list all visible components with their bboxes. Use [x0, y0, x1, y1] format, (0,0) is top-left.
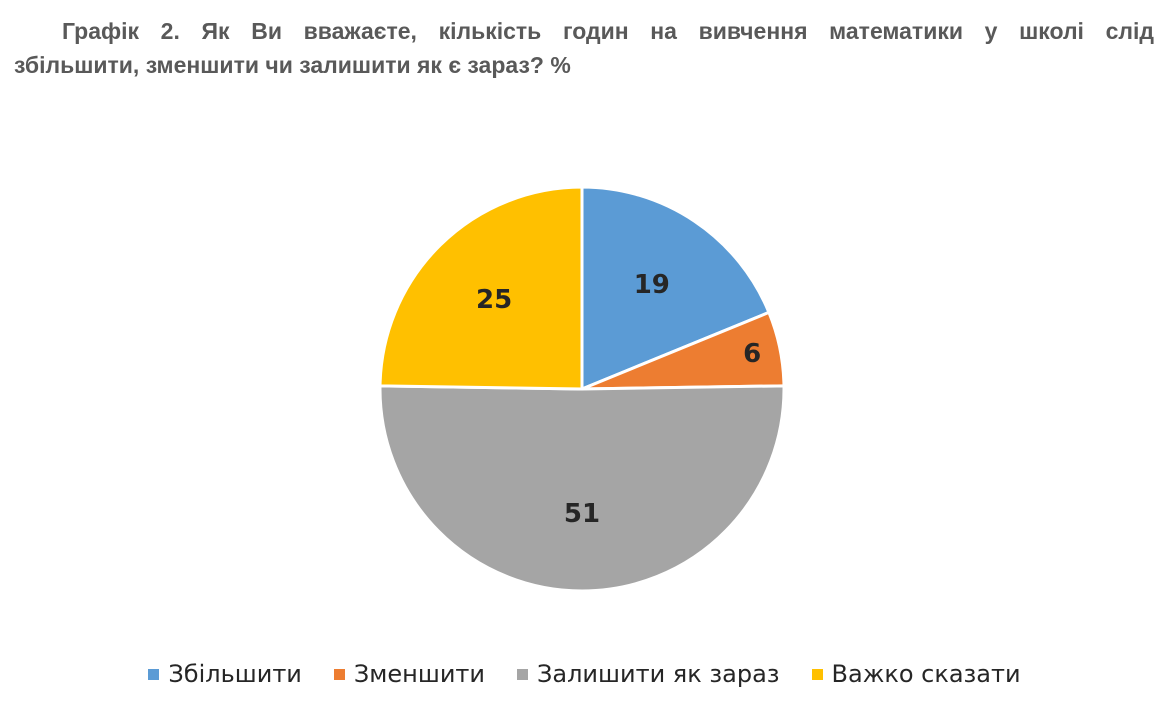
pie-chart: 19 6 51 25 — [378, 185, 786, 593]
legend-item-keep: Залишити як зараз — [517, 660, 780, 688]
legend-swatch-hard-to-say — [811, 668, 823, 680]
legend-item-increase: Збільшити — [148, 660, 302, 688]
chart-title: Графік 2. Як Ви вважаєте, кількість годи… — [14, 14, 1154, 82]
legend-swatch-increase — [148, 668, 160, 680]
pie-slices — [378, 185, 786, 593]
data-label-hard-to-say: 25 — [476, 285, 512, 315]
chart-title-line-2: збільшити, зменшити чи залишити як є зар… — [14, 52, 571, 78]
data-label-increase: 19 — [634, 270, 670, 300]
chart-legend: Збільшити Зменшити Залишити як зараз Важ… — [0, 660, 1169, 688]
chart-title-line-1: Графік 2. Як Ви вважаєте, кількість годи… — [62, 18, 1154, 44]
legend-label-decrease: Зменшити — [353, 660, 485, 688]
pie-slice-keep — [378, 384, 786, 593]
legend-item-hard-to-say: Важко сказати — [811, 660, 1021, 688]
legend-label-hard-to-say: Важко сказати — [831, 660, 1021, 688]
legend-swatch-decrease — [333, 668, 345, 680]
legend-item-decrease: Зменшити — [333, 660, 485, 688]
data-label-decrease: 6 — [743, 339, 761, 369]
legend-swatch-keep — [517, 668, 528, 680]
legend-label-increase: Збільшити — [168, 660, 302, 688]
data-label-keep: 51 — [564, 499, 600, 529]
pie-data-labels: 19 6 51 25 — [476, 270, 761, 529]
pie-slice-hard-to-say — [378, 185, 584, 391]
legend-label-keep: Залишити як зараз — [537, 660, 780, 688]
pie-slice-increase — [580, 185, 771, 391]
